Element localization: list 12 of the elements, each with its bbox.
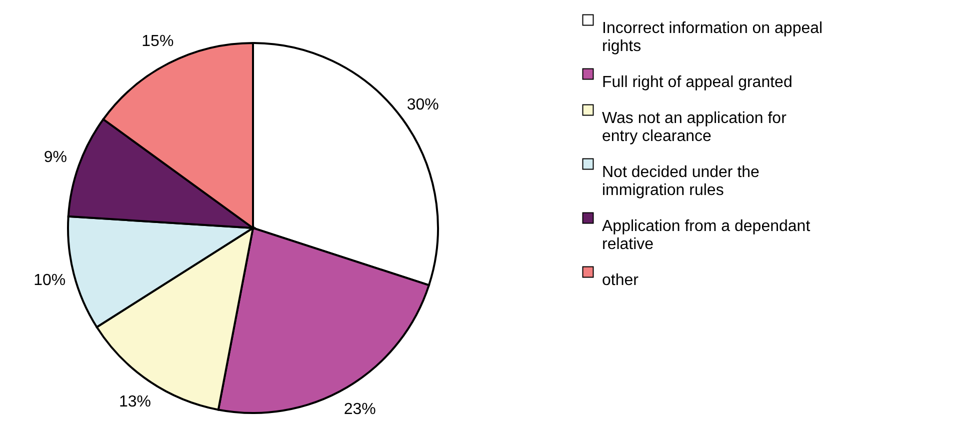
data-label: 9% (44, 148, 67, 166)
data-label: 23% (344, 400, 376, 418)
data-label: 13% (118, 394, 151, 411)
legend-label: Was not an application for entry clearance (602, 110, 788, 145)
legend-label: Full right of appeal granted (602, 74, 792, 91)
data-label: 10% (34, 272, 66, 290)
legend-label: Application from a dependant relative (602, 218, 811, 253)
legend-label: other (602, 272, 640, 289)
legend-label: Incorrect information on appeal rights (602, 20, 823, 55)
legend-label: Not decided under the immigration rules (602, 164, 760, 199)
data-label: 15% (142, 32, 174, 50)
data-label: 30% (406, 96, 439, 114)
